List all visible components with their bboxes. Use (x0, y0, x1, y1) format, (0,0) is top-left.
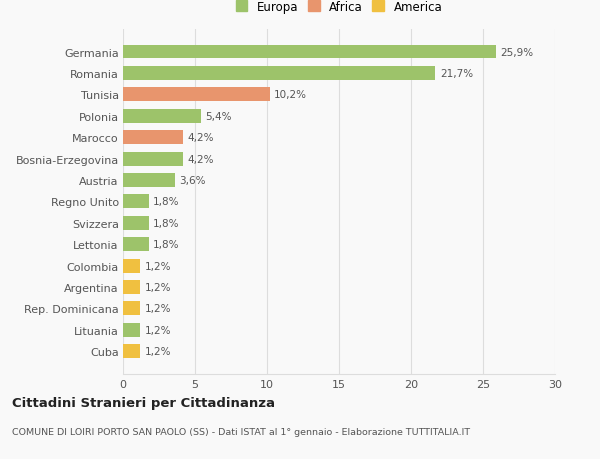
Bar (123, 152, 184, 166)
Text: 1,2%: 1,2% (145, 325, 171, 335)
Text: 10,2%: 10,2% (274, 90, 307, 100)
Bar (123, 280, 140, 294)
Bar (123, 67, 436, 81)
Bar (123, 174, 175, 188)
Bar (123, 323, 140, 337)
Text: 1,2%: 1,2% (145, 282, 171, 292)
Text: 1,2%: 1,2% (145, 304, 171, 314)
Bar (123, 195, 149, 209)
Bar (123, 131, 184, 145)
Bar (123, 45, 496, 59)
Text: 3,6%: 3,6% (179, 176, 206, 185)
Legend: Europa, Africa, America: Europa, Africa, America (232, 0, 446, 17)
Bar (123, 302, 140, 316)
Bar (123, 88, 270, 102)
Bar (123, 110, 201, 123)
Text: 1,8%: 1,8% (153, 218, 180, 228)
Bar (123, 259, 140, 273)
Text: COMUNE DI LOIRI PORTO SAN PAOLO (SS) - Dati ISTAT al 1° gennaio - Elaborazione T: COMUNE DI LOIRI PORTO SAN PAOLO (SS) - D… (12, 427, 470, 436)
Text: 25,9%: 25,9% (500, 47, 533, 57)
Text: 5,4%: 5,4% (205, 112, 232, 122)
Text: 1,8%: 1,8% (153, 197, 180, 207)
Text: 4,2%: 4,2% (188, 133, 214, 143)
Text: 1,2%: 1,2% (145, 261, 171, 271)
Bar (123, 238, 149, 252)
Bar (123, 345, 140, 358)
Text: 21,7%: 21,7% (440, 69, 473, 79)
Text: 4,2%: 4,2% (188, 154, 214, 164)
Text: Cittadini Stranieri per Cittadinanza: Cittadini Stranieri per Cittadinanza (12, 396, 275, 409)
Text: 1,2%: 1,2% (145, 347, 171, 357)
Text: 1,8%: 1,8% (153, 240, 180, 250)
Bar (123, 216, 149, 230)
